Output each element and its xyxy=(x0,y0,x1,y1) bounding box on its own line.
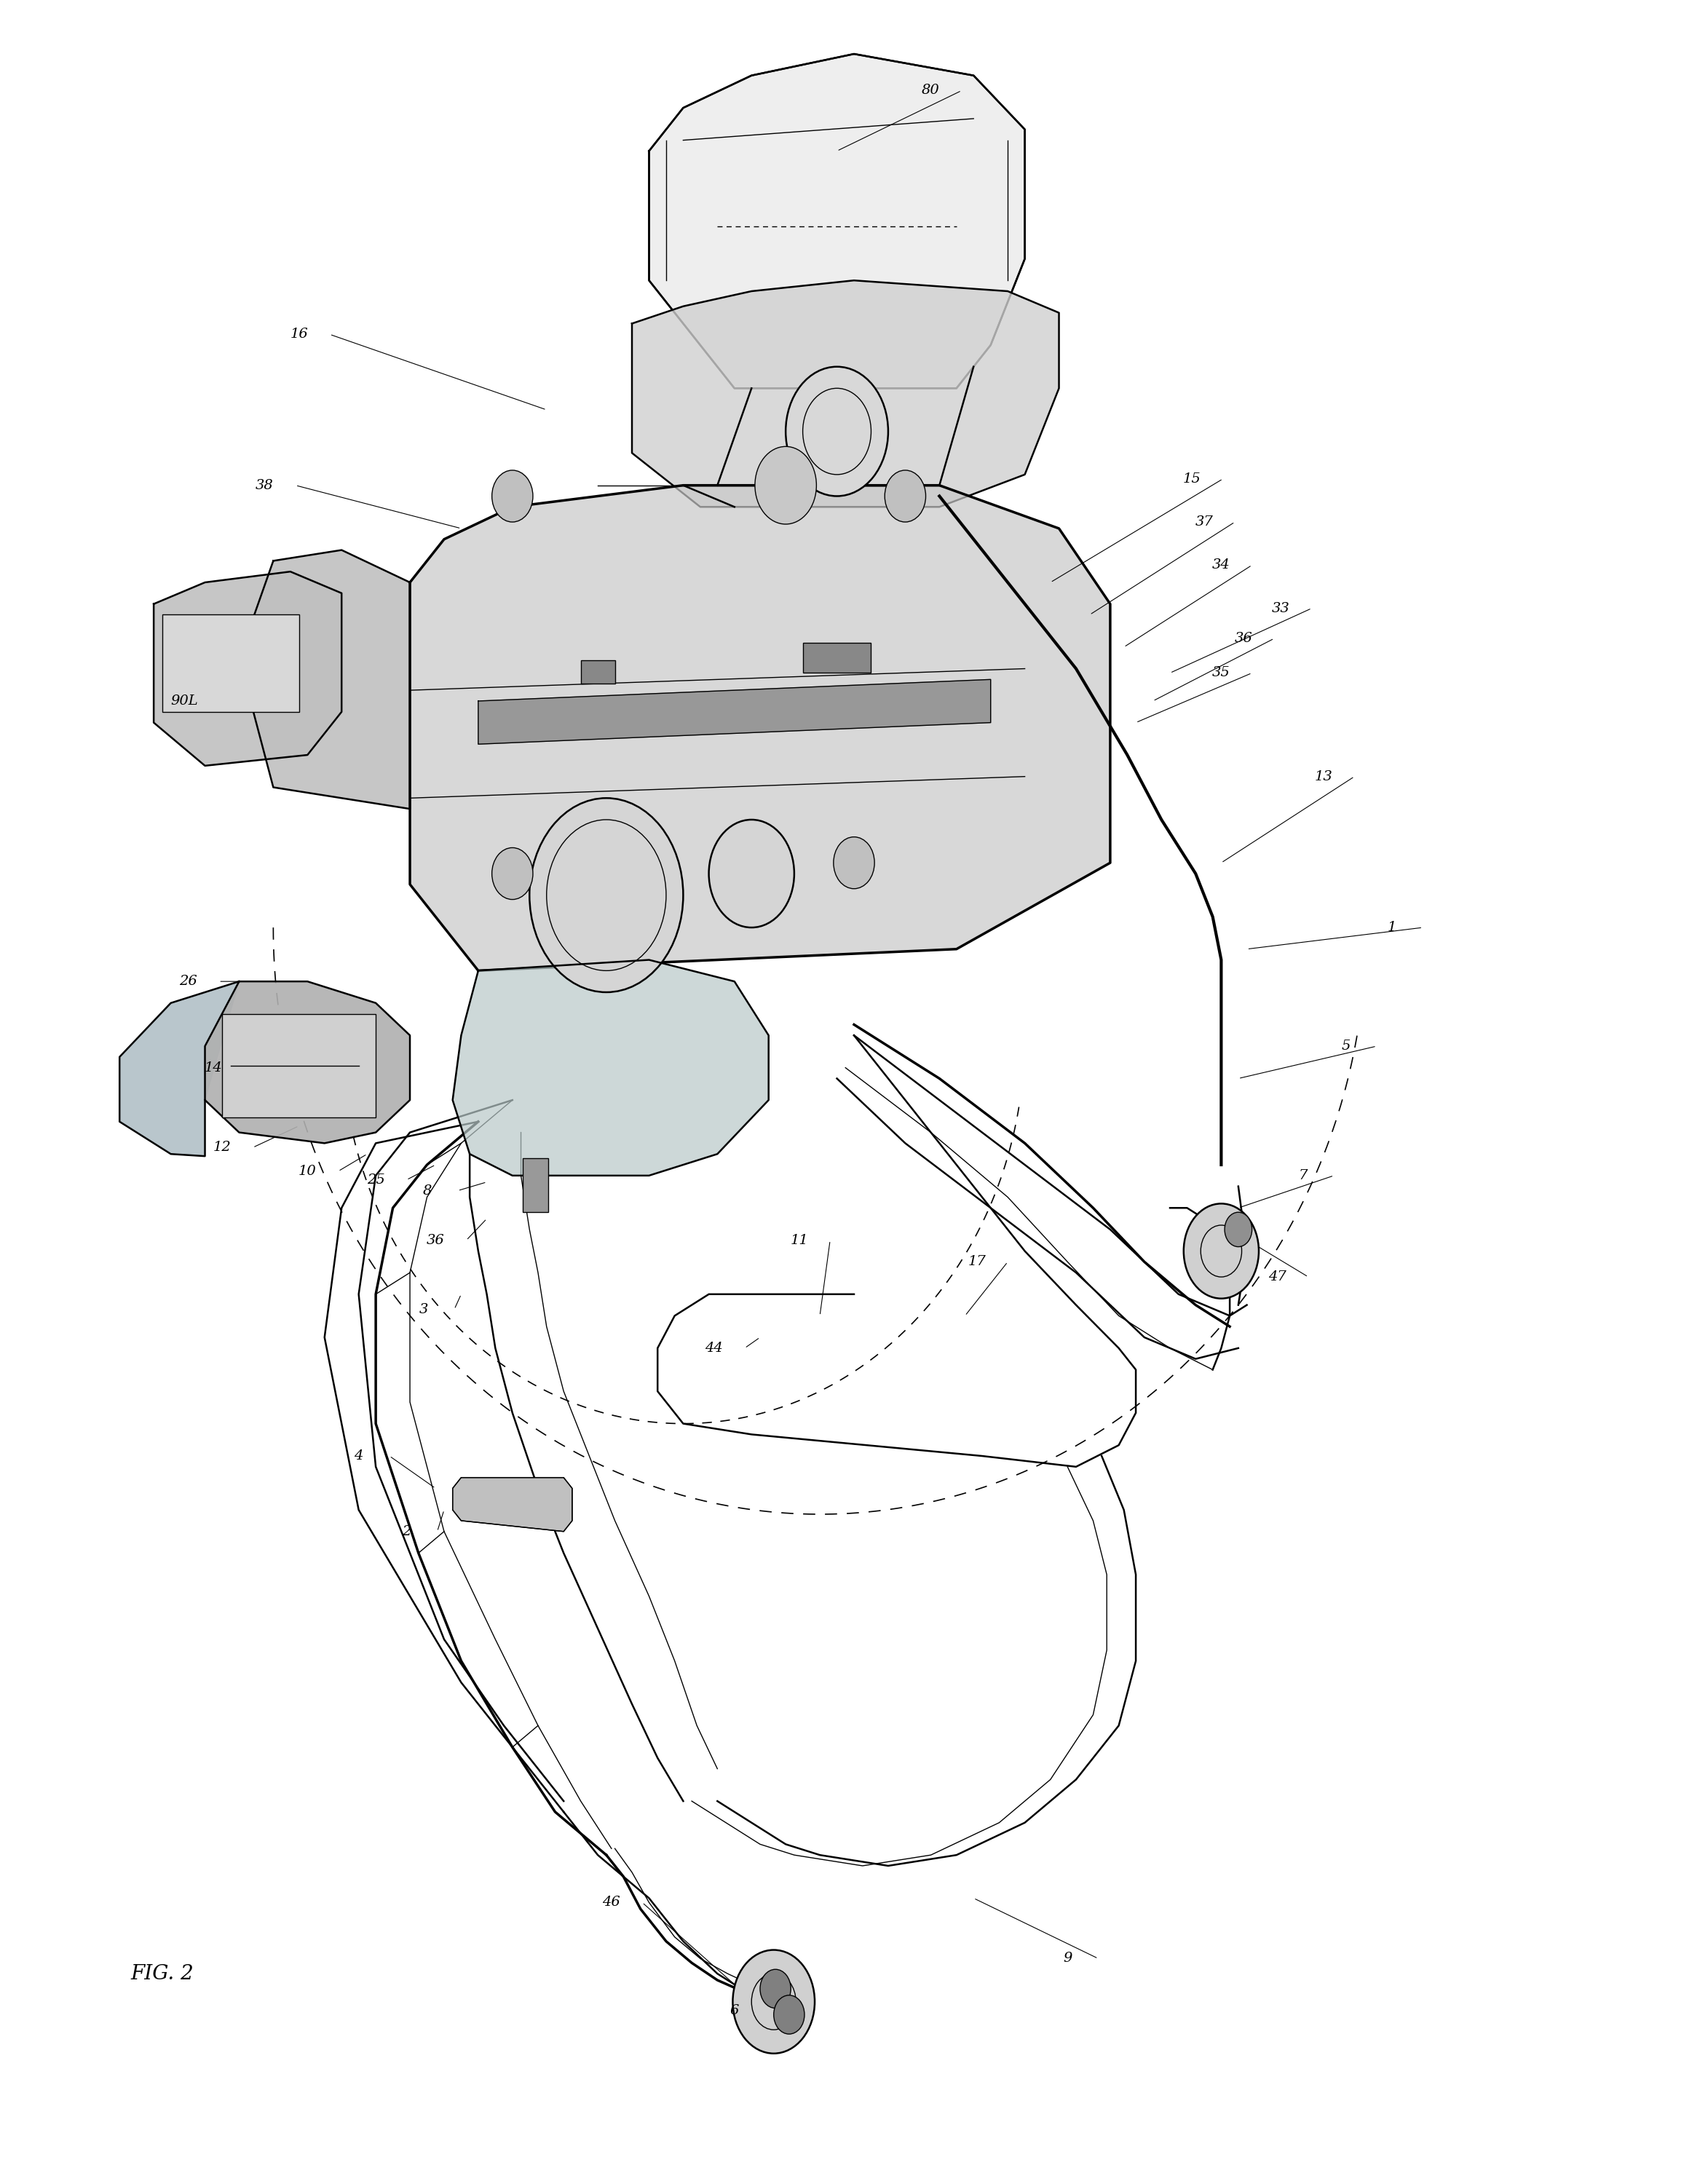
Polygon shape xyxy=(632,280,1059,507)
Text: 14: 14 xyxy=(205,1061,222,1074)
Text: 12: 12 xyxy=(214,1141,231,1154)
Text: FIG. 2: FIG. 2 xyxy=(132,1963,193,1984)
Text: 13: 13 xyxy=(1315,770,1332,783)
Polygon shape xyxy=(205,981,410,1143)
Text: 37: 37 xyxy=(1196,516,1213,528)
Circle shape xyxy=(885,470,926,522)
Text: 5: 5 xyxy=(1341,1040,1351,1053)
Polygon shape xyxy=(154,572,342,766)
Circle shape xyxy=(834,837,874,889)
Text: 9: 9 xyxy=(1062,1952,1073,1965)
Circle shape xyxy=(755,446,816,524)
Text: 25: 25 xyxy=(367,1173,384,1186)
Text: 3: 3 xyxy=(418,1303,429,1316)
Text: 8: 8 xyxy=(422,1184,432,1197)
Circle shape xyxy=(760,1969,791,2008)
Text: 6: 6 xyxy=(729,2004,740,2017)
Text: 4: 4 xyxy=(354,1450,364,1462)
Polygon shape xyxy=(453,960,769,1176)
Polygon shape xyxy=(649,54,1025,388)
Polygon shape xyxy=(478,679,991,744)
Bar xyxy=(222,1014,376,1117)
Text: 26: 26 xyxy=(179,975,196,988)
Circle shape xyxy=(1225,1212,1252,1247)
Polygon shape xyxy=(239,550,410,809)
Circle shape xyxy=(786,367,888,496)
Bar xyxy=(581,660,615,684)
Circle shape xyxy=(492,470,533,522)
Polygon shape xyxy=(410,485,1110,971)
Text: 16: 16 xyxy=(290,328,307,341)
Circle shape xyxy=(774,1995,804,2034)
Text: 44: 44 xyxy=(705,1342,722,1355)
Text: 33: 33 xyxy=(1272,602,1290,615)
Text: 38: 38 xyxy=(256,479,273,492)
Text: 17: 17 xyxy=(968,1255,986,1268)
Text: 35: 35 xyxy=(1213,667,1230,679)
Text: 34: 34 xyxy=(1213,559,1230,572)
Circle shape xyxy=(733,1950,815,2053)
Polygon shape xyxy=(453,1478,572,1531)
Text: 1: 1 xyxy=(1387,921,1397,934)
Text: 36: 36 xyxy=(1235,632,1252,645)
Circle shape xyxy=(709,820,794,928)
Text: 7: 7 xyxy=(1298,1169,1308,1182)
Bar xyxy=(523,1158,548,1212)
Text: 90L: 90L xyxy=(171,695,198,707)
Circle shape xyxy=(492,848,533,899)
Bar xyxy=(803,643,871,673)
Polygon shape xyxy=(120,981,239,1156)
Text: 80: 80 xyxy=(922,84,939,97)
Circle shape xyxy=(1184,1204,1259,1299)
Text: 47: 47 xyxy=(1269,1270,1286,1283)
Bar xyxy=(162,615,299,712)
Circle shape xyxy=(529,798,683,992)
Text: 46: 46 xyxy=(603,1896,620,1909)
Text: 10: 10 xyxy=(299,1165,316,1178)
Text: 2: 2 xyxy=(401,1525,412,1538)
Text: 15: 15 xyxy=(1184,472,1201,485)
Text: 36: 36 xyxy=(427,1234,444,1247)
Text: 11: 11 xyxy=(791,1234,808,1247)
